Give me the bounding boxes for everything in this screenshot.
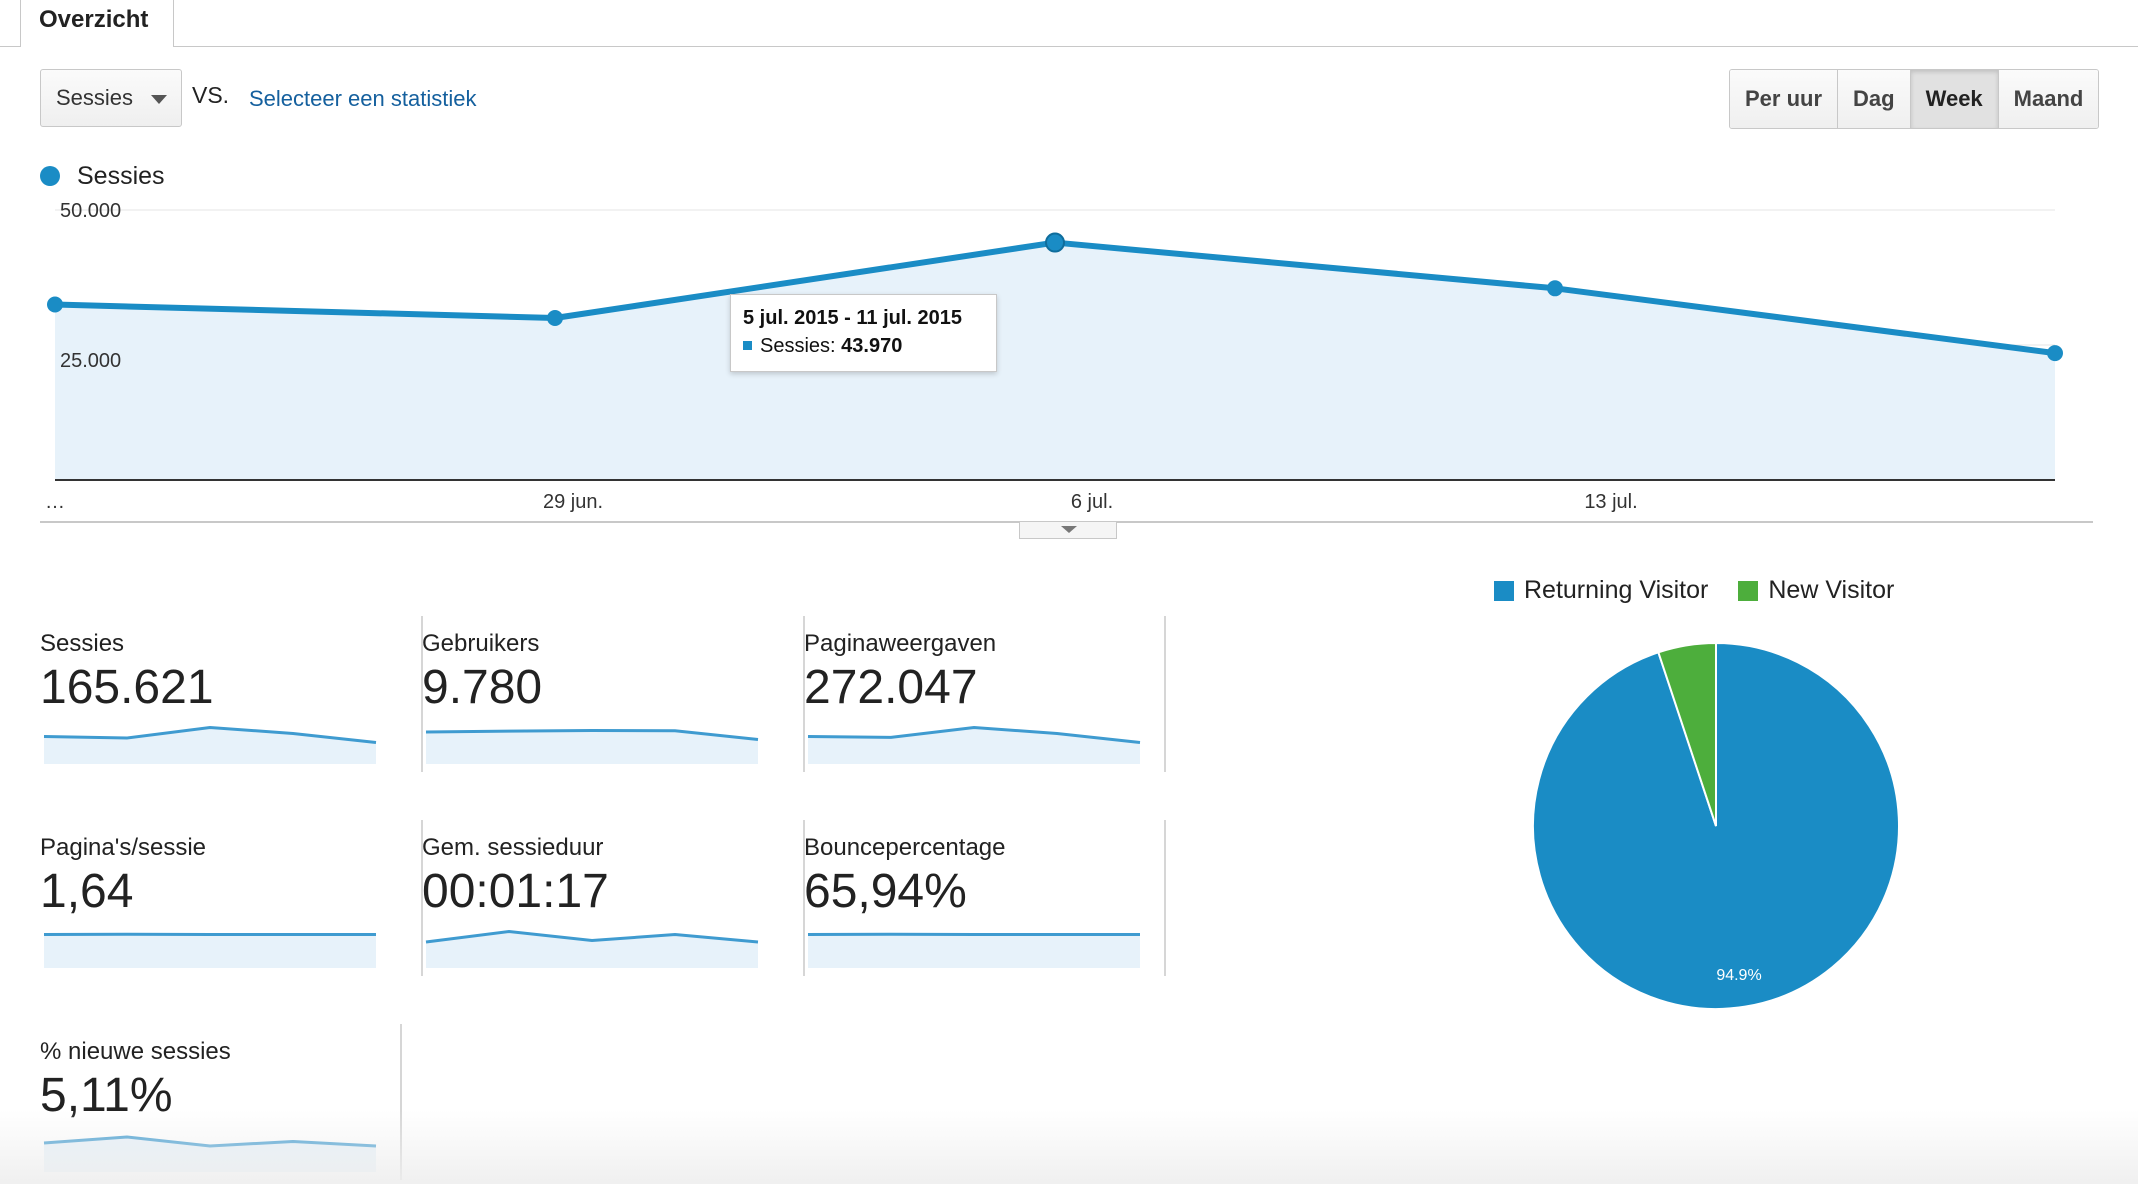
sparkline-line bbox=[425, 728, 759, 741]
data-point bbox=[547, 310, 563, 326]
sparkline bbox=[43, 932, 376, 968]
metric-value: 65,94% bbox=[804, 865, 967, 918]
metric-card-gebruikers[interactable]: Gebruikers 9.780 bbox=[421, 616, 804, 772]
period-selector: Per uur Dag Week Maand bbox=[1729, 69, 2100, 129]
metric-value: 1,64 bbox=[40, 865, 134, 918]
sparkline-line bbox=[425, 929, 759, 944]
tooltip-value: 43.970 bbox=[841, 335, 903, 357]
sparkline bbox=[807, 725, 1141, 764]
series-area bbox=[55, 242, 2055, 480]
metric-label: % nieuwe sessies bbox=[40, 1038, 231, 1065]
y-tick-label: 50.000 bbox=[60, 200, 121, 222]
period-button-week[interactable]: Week bbox=[1910, 70, 1999, 128]
legend-swatch-icon bbox=[1494, 580, 1514, 601]
sparkline-area bbox=[808, 727, 1140, 764]
legend-dot-icon bbox=[40, 166, 60, 186]
x-tick-label: … bbox=[45, 491, 65, 513]
x-tick-label: 29 jun. bbox=[543, 491, 603, 513]
tooltip-title: 5 jul. 2015 - 11 jul. 2015 bbox=[743, 307, 963, 329]
bottom-fade bbox=[0, 1110, 2138, 1184]
data-point bbox=[1045, 232, 1065, 253]
tab-bar-line bbox=[0, 46, 2138, 47]
data-point bbox=[1547, 280, 1563, 297]
sparkline bbox=[425, 728, 759, 764]
series-square-icon bbox=[743, 341, 752, 350]
metric-value: 00:01:17 bbox=[422, 865, 609, 918]
sparkline-area bbox=[44, 934, 376, 968]
sessions-chart: 50.000 25.000 … 29 jun. 6 jul. 13 jul. bbox=[40, 200, 2093, 523]
card-divider bbox=[400, 1024, 402, 1180]
card-divider bbox=[803, 820, 805, 976]
metric-card-paginas-per-sessie[interactable]: Pagina's/sessie 1,64 bbox=[40, 820, 422, 976]
metric-value: 9.780 bbox=[422, 661, 543, 714]
sparkline bbox=[425, 929, 759, 968]
metric-label: Paginaweergaven bbox=[804, 630, 997, 657]
metric-label: Pagina's/sessie bbox=[40, 834, 207, 861]
metric-value: 165.621 bbox=[40, 661, 214, 714]
legend-item-returning-visitor[interactable]: Returning Visitor bbox=[1494, 576, 1708, 605]
chevron-down-icon bbox=[151, 95, 167, 104]
pie-data-label: 94.9% bbox=[1716, 967, 1761, 984]
metric-value: 272.047 bbox=[804, 661, 978, 714]
x-tick-label: 6 jul. bbox=[1071, 491, 1113, 513]
y-tick-label: 25.000 bbox=[60, 350, 121, 372]
card-divider bbox=[1164, 820, 1166, 976]
sparkline-line bbox=[807, 725, 1141, 744]
metric-select[interactable]: Sessies bbox=[40, 69, 182, 127]
sparkline bbox=[807, 932, 1140, 968]
vs-label: VS. bbox=[192, 82, 230, 108]
legend-swatch-icon bbox=[1738, 580, 1759, 601]
card-divider bbox=[421, 616, 423, 772]
metric-card-paginaweergaven[interactable]: Paginaweergaven 272.047 bbox=[803, 616, 1186, 772]
metric-card-sessies[interactable]: Sessies 165.621 bbox=[40, 616, 422, 772]
period-button-maand[interactable]: Maand bbox=[1998, 70, 2099, 128]
tab-overzicht[interactable]: Overzicht bbox=[20, 0, 174, 47]
chart-collapse-toggle[interactable] bbox=[1019, 522, 1117, 539]
legend-item-new-visitor[interactable]: New Visitor bbox=[1738, 576, 1894, 605]
sparkline-area bbox=[808, 934, 1140, 968]
data-point bbox=[2047, 345, 2063, 362]
data-point bbox=[47, 296, 63, 313]
sparkline-area bbox=[44, 727, 376, 764]
metric-label: Sessies bbox=[40, 630, 125, 657]
metric-card-gem-sessieduur[interactable]: Gem. sessieduur 00:01:17 bbox=[421, 820, 804, 976]
tooltip-series-label: Sessies: bbox=[760, 335, 836, 357]
chevron-down-icon bbox=[1061, 526, 1077, 533]
metric-label: Gem. sessieduur bbox=[422, 834, 604, 861]
visitor-pie-chart: 94.9% bbox=[1532, 641, 1900, 1010]
card-divider bbox=[1164, 616, 1166, 772]
sparkline-area bbox=[426, 730, 758, 764]
pie-slice-new-visitor bbox=[1657, 641, 1717, 827]
card-divider bbox=[421, 820, 423, 976]
legend-label: Returning Visitor bbox=[1524, 576, 1709, 604]
chart-tooltip: 5 jul. 2015 - 11 jul. 2015 Sessies: 43.9… bbox=[730, 294, 997, 372]
sparkline-line bbox=[43, 725, 377, 744]
select-metric-link[interactable]: Selecteer een statistiek bbox=[249, 86, 477, 111]
period-button-per-uur[interactable]: Per uur bbox=[1730, 70, 1839, 128]
sparkline-area bbox=[426, 931, 758, 968]
sparkline bbox=[43, 725, 377, 764]
pie-legend: Returning Visitor New Visitor bbox=[1494, 576, 1924, 605]
metric-label: Bouncepercentage bbox=[804, 834, 1006, 861]
card-divider bbox=[803, 616, 805, 772]
period-button-dag[interactable]: Dag bbox=[1838, 70, 1911, 128]
metric-label: Gebruikers bbox=[422, 630, 540, 657]
metric-select-value: Sessies bbox=[56, 85, 134, 110]
chart-legend-label[interactable]: Sessies bbox=[77, 162, 165, 190]
metric-card-bouncepercentage[interactable]: Bouncepercentage 65,94% bbox=[803, 820, 1186, 976]
legend-label: New Visitor bbox=[1768, 576, 1895, 604]
x-tick-label: 13 jul. bbox=[1584, 491, 1637, 513]
